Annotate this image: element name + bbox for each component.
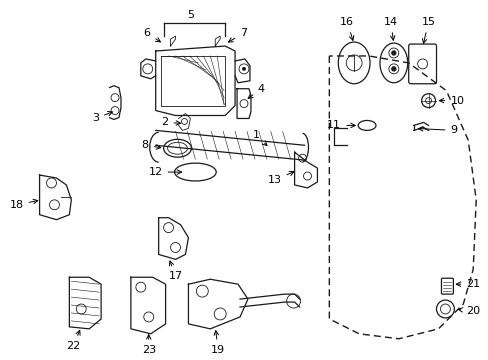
Text: 2: 2	[161, 117, 180, 127]
Text: 16: 16	[340, 17, 353, 40]
Text: 13: 13	[267, 171, 293, 185]
Text: 14: 14	[383, 17, 397, 40]
Text: 7: 7	[228, 28, 246, 42]
Text: 5: 5	[186, 10, 194, 20]
Text: 23: 23	[142, 335, 156, 355]
Text: 3: 3	[92, 112, 112, 123]
Text: 11: 11	[326, 121, 354, 130]
Text: 22: 22	[66, 330, 81, 351]
Text: 17: 17	[168, 261, 182, 281]
Text: 1: 1	[252, 130, 266, 145]
Text: 12: 12	[148, 167, 181, 177]
Text: 18: 18	[10, 199, 38, 210]
Circle shape	[391, 51, 395, 55]
Text: 8: 8	[142, 140, 161, 150]
Text: 15: 15	[421, 17, 435, 43]
Text: 6: 6	[143, 28, 160, 42]
Text: 9: 9	[418, 125, 457, 135]
Text: 21: 21	[455, 279, 479, 289]
Text: 19: 19	[211, 331, 225, 355]
Text: 10: 10	[439, 96, 464, 105]
Text: 4: 4	[247, 84, 264, 98]
Circle shape	[242, 67, 245, 71]
Text: 20: 20	[457, 306, 479, 316]
Circle shape	[391, 67, 395, 71]
